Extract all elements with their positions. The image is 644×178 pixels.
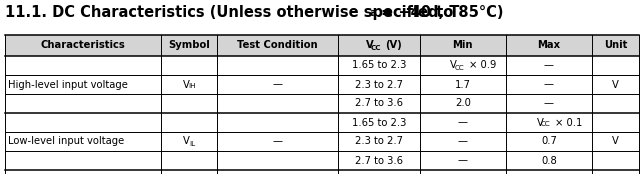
Text: Characteristics: Characteristics — [41, 41, 126, 51]
Text: Test Condition: Test Condition — [237, 41, 318, 51]
Text: 1.65 to 2.3: 1.65 to 2.3 — [352, 117, 406, 127]
Text: V: V — [450, 61, 457, 70]
Text: 2.7 to 3.6: 2.7 to 3.6 — [355, 156, 403, 166]
Text: —: — — [272, 80, 283, 90]
Text: 2.3 to 2.7: 2.3 to 2.7 — [355, 137, 403, 146]
Bar — [5, 35, 639, 56]
Text: V: V — [366, 41, 374, 51]
Text: 1.7: 1.7 — [455, 80, 471, 90]
Text: a: a — [370, 8, 377, 18]
Text: Max: Max — [537, 41, 560, 51]
Bar — [5, 35, 639, 173]
Text: V: V — [612, 137, 619, 146]
Text: —: — — [544, 61, 554, 70]
Text: V: V — [182, 80, 189, 90]
Text: 2.3 to 2.7: 2.3 to 2.7 — [355, 80, 403, 90]
Text: —: — — [272, 137, 283, 146]
Text: —: — — [544, 98, 554, 109]
Text: CC: CC — [455, 64, 464, 70]
Text: = −40 to 85°C): = −40 to 85°C) — [376, 5, 504, 20]
Text: Min: Min — [453, 41, 473, 51]
Text: Unit: Unit — [604, 41, 627, 51]
Text: V: V — [182, 137, 189, 146]
Text: 0.7: 0.7 — [541, 137, 557, 146]
Text: × 0.9: × 0.9 — [469, 61, 496, 70]
Text: V: V — [536, 117, 544, 127]
Text: × 0.1: × 0.1 — [555, 117, 582, 127]
Text: 2.7 to 3.6: 2.7 to 3.6 — [355, 98, 403, 109]
Text: 2.0: 2.0 — [455, 98, 471, 109]
Text: IL: IL — [189, 140, 195, 146]
Text: Symbol: Symbol — [168, 41, 210, 51]
Text: High-level input voltage: High-level input voltage — [8, 80, 128, 90]
Text: CC: CC — [540, 122, 551, 127]
Text: V: V — [612, 80, 619, 90]
Text: —: — — [458, 156, 468, 166]
Text: —: — — [544, 80, 554, 90]
Text: 1.65 to 2.3: 1.65 to 2.3 — [352, 61, 406, 70]
Text: CC: CC — [370, 44, 381, 51]
Text: —: — — [458, 117, 468, 127]
Text: (V): (V) — [385, 41, 402, 51]
Text: Low-level input voltage: Low-level input voltage — [8, 137, 124, 146]
Text: IH: IH — [189, 83, 196, 90]
Text: 0.8: 0.8 — [541, 156, 557, 166]
Text: —: — — [458, 137, 468, 146]
Text: 11.1. DC Characteristics (Unless otherwise specified, T: 11.1. DC Characteristics (Unless otherwi… — [5, 5, 459, 20]
